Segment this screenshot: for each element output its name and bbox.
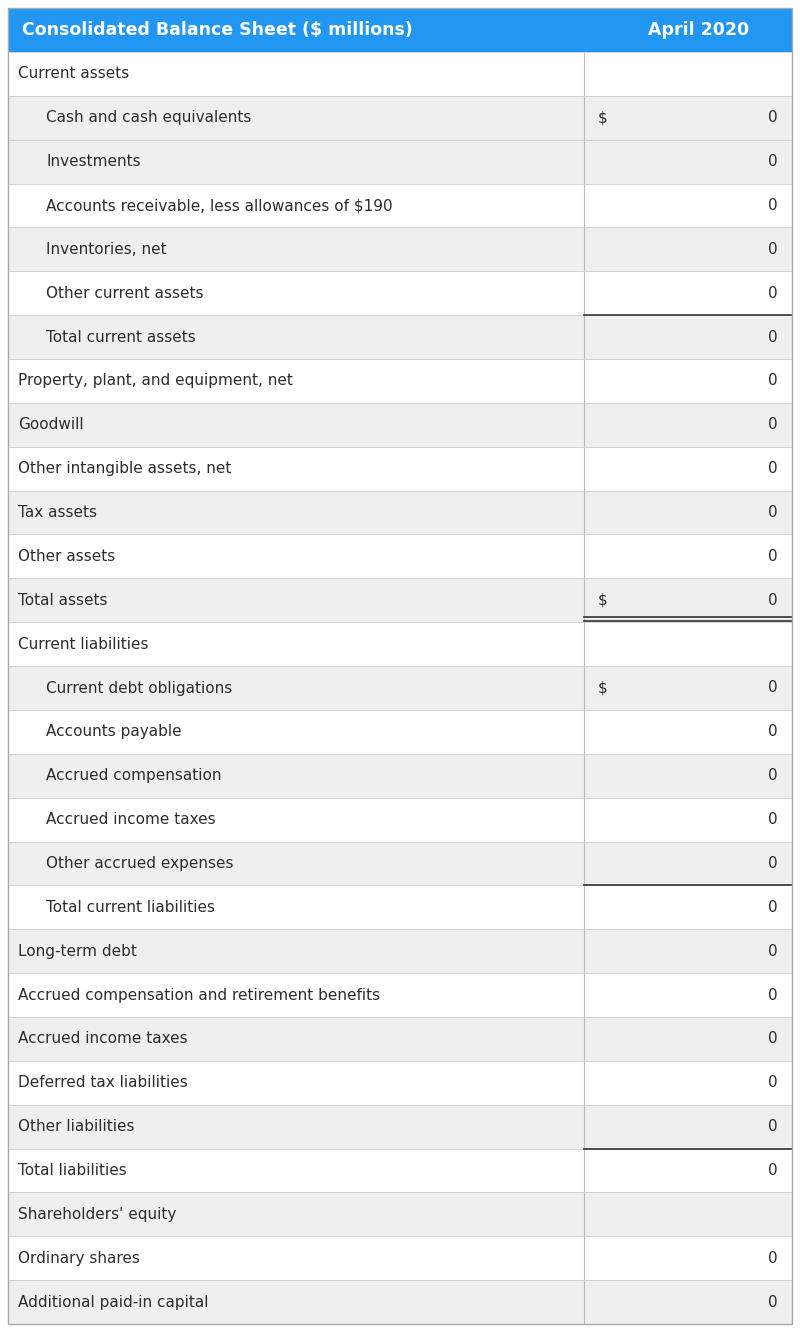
Text: Total current assets: Total current assets [46,329,196,345]
Bar [8,1192,792,1236]
Text: 0: 0 [768,900,778,915]
Text: 0: 0 [768,111,778,125]
Text: Current liabilities: Current liabilities [18,637,149,651]
Text: Total assets: Total assets [18,593,107,607]
Text: 0: 0 [768,856,778,871]
Bar [8,886,792,930]
Text: Goodwill: Goodwill [18,417,84,433]
Bar [8,930,792,974]
Text: Total current liabilities: Total current liabilities [46,900,215,915]
Bar [8,710,792,754]
Text: Long-term debt: Long-term debt [18,943,137,959]
Bar [8,1016,792,1060]
Text: 0: 0 [768,1295,778,1309]
Bar [8,666,792,710]
Text: Accrued compensation: Accrued compensation [46,769,222,783]
Text: 0: 0 [768,1251,778,1265]
Text: 0: 0 [768,1163,778,1177]
Text: 0: 0 [768,155,778,169]
Bar [8,842,792,886]
Bar [8,578,792,622]
Text: 0: 0 [768,1031,778,1047]
Text: Accrued income taxes: Accrued income taxes [46,813,216,827]
Text: Ordinary shares: Ordinary shares [18,1251,140,1265]
Bar [8,52,792,96]
Bar [8,1104,792,1148]
Bar [8,96,792,140]
Text: Accrued compensation and retirement benefits: Accrued compensation and retirement bene… [18,987,380,1003]
Bar [8,402,792,446]
Text: Investments: Investments [46,155,141,169]
Bar [8,798,792,842]
Text: Other assets: Other assets [18,549,115,563]
Text: Cash and cash equivalents: Cash and cash equivalents [46,111,251,125]
Text: 0: 0 [768,198,778,213]
Text: 0: 0 [768,417,778,433]
Text: April 2020: April 2020 [647,21,749,39]
Bar [8,140,792,184]
Text: Accounts payable: Accounts payable [46,725,182,739]
Text: Other current assets: Other current assets [46,286,203,301]
Bar [8,534,792,578]
Bar [8,754,792,798]
Text: Shareholders' equity: Shareholders' equity [18,1207,176,1221]
Text: Other intangible assets, net: Other intangible assets, net [18,461,231,476]
Bar [8,228,792,272]
Text: 0: 0 [768,329,778,345]
Text: Additional paid-in capital: Additional paid-in capital [18,1295,209,1309]
Text: 0: 0 [768,943,778,959]
Text: Property, plant, and equipment, net: Property, plant, and equipment, net [18,373,293,389]
Text: $: $ [598,111,608,125]
Text: 0: 0 [768,725,778,739]
Text: 0: 0 [768,549,778,563]
Bar [8,360,792,402]
Text: 0: 0 [768,1119,778,1134]
Text: 0: 0 [768,373,778,389]
Bar [8,1236,792,1280]
Text: Total liabilities: Total liabilities [18,1163,126,1177]
Bar [8,1060,792,1104]
Text: 0: 0 [768,461,778,476]
Text: Accounts receivable, less allowances of $190: Accounts receivable, less allowances of … [46,198,393,213]
Bar [8,490,792,534]
Text: 0: 0 [768,987,778,1003]
Text: 0: 0 [768,769,778,783]
Text: 0: 0 [768,1075,778,1091]
Bar [8,974,792,1016]
Text: 0: 0 [768,813,778,827]
Bar [8,1148,792,1192]
Text: Current assets: Current assets [18,67,130,81]
Text: Other accrued expenses: Other accrued expenses [46,856,234,871]
Text: Tax assets: Tax assets [18,505,97,519]
Text: $: $ [598,593,608,607]
Bar [8,446,792,490]
Text: Accrued income taxes: Accrued income taxes [18,1031,188,1047]
Text: 0: 0 [768,242,778,257]
Bar [8,184,792,228]
Bar [8,622,792,666]
Text: 0: 0 [768,681,778,695]
Bar [8,272,792,316]
Text: Inventories, net: Inventories, net [46,242,166,257]
Text: 0: 0 [768,593,778,607]
Text: 0: 0 [768,286,778,301]
Text: Consolidated Balance Sheet ($ millions): Consolidated Balance Sheet ($ millions) [22,21,413,39]
Text: Current debt obligations: Current debt obligations [46,681,232,695]
Bar [8,8,792,52]
Text: 0: 0 [768,505,778,519]
Text: $: $ [598,681,608,695]
Text: Deferred tax liabilities: Deferred tax liabilities [18,1075,188,1091]
Bar [8,1280,792,1324]
Bar [8,316,792,360]
Text: Other liabilities: Other liabilities [18,1119,134,1134]
